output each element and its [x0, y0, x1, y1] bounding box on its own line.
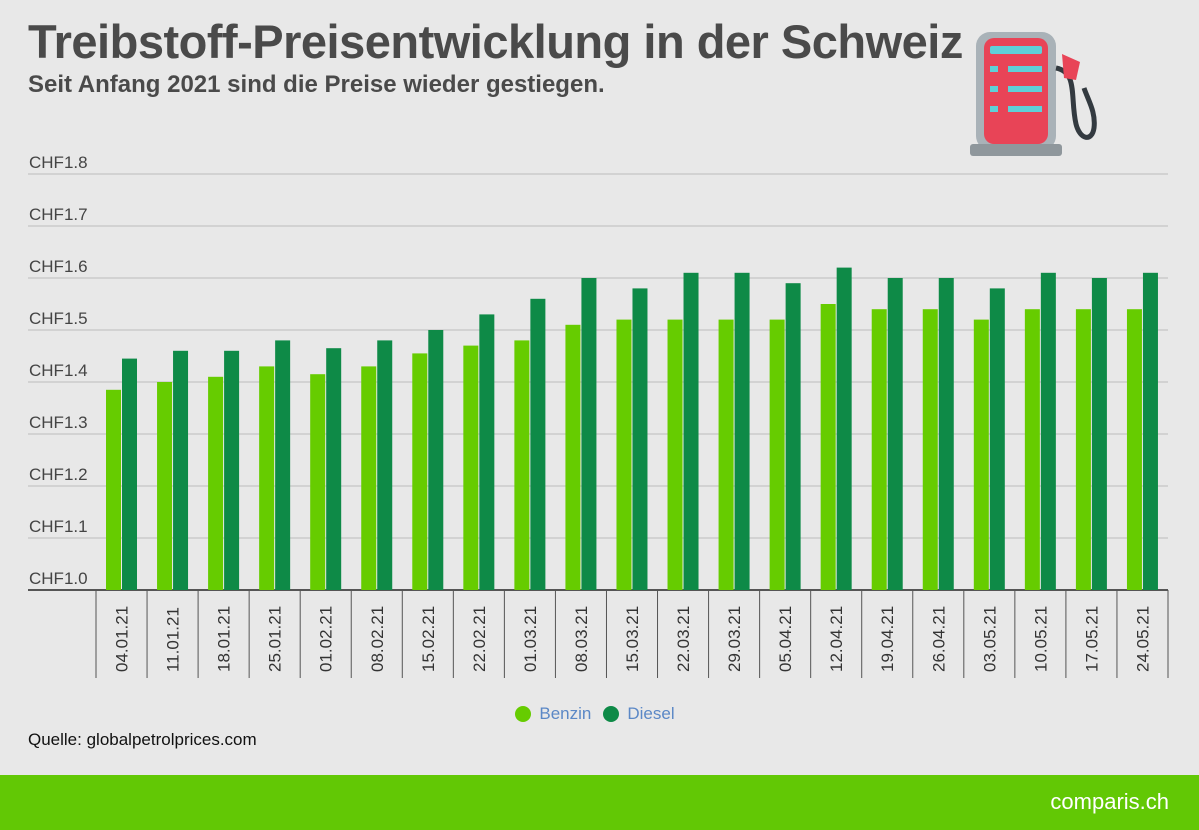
- bar-diesel: [836, 267, 852, 590]
- bar-diesel: [428, 330, 444, 590]
- chart-title: Treibstoff-Preisentwicklung in der Schwe…: [28, 15, 963, 68]
- y-tick-label: CHF1.2: [29, 465, 88, 484]
- bar-benzin: [667, 319, 683, 590]
- fuel-pump-icon: [970, 32, 1097, 156]
- bar-benzin: [259, 366, 275, 590]
- bar-diesel: [122, 358, 137, 590]
- x-tick-label: 18.01.21: [215, 606, 234, 672]
- y-tick-label: CHF1.5: [29, 309, 88, 328]
- legend-item-benzin: Benzin: [515, 704, 591, 724]
- legend-item-diesel: Diesel: [603, 704, 675, 724]
- bar-diesel: [581, 278, 597, 590]
- x-tick-label: 15.03.21: [623, 606, 642, 672]
- bar-diesel: [887, 278, 903, 590]
- bar-diesel: [734, 272, 750, 590]
- bar-benzin: [922, 309, 938, 590]
- x-tick-label: 15.02.21: [419, 606, 438, 672]
- source-note: Quelle: globalpetrolprices.com: [28, 730, 257, 749]
- x-tick-label: 05.04.21: [776, 606, 795, 672]
- chart: CHF1.0 CHF1.1 CHF1.2 CHF1.3 CHF1.4 CHF1.5 CHF1…: [28, 153, 1169, 678]
- bar-diesel: [989, 288, 1005, 590]
- bar-diesel: [1142, 272, 1158, 590]
- bar-benzin: [871, 309, 887, 590]
- bar-diesel: [1040, 272, 1056, 590]
- legend-label-diesel: Diesel: [627, 704, 675, 723]
- bar-benzin: [310, 374, 326, 590]
- legend-label-benzin: Benzin: [539, 704, 592, 723]
- bar-diesel: [377, 340, 393, 590]
- bar-benzin: [820, 304, 836, 590]
- bar-benzin: [973, 319, 989, 590]
- y-tick-label: CHF1.4: [29, 361, 88, 380]
- bar-benzin: [565, 324, 581, 590]
- x-tick-label: 01.03.21: [521, 606, 540, 672]
- bar-benzin: [157, 382, 173, 590]
- y-tick-label: CHF1.8: [29, 153, 88, 172]
- bar-diesel: [1091, 278, 1107, 590]
- x-tick-label: 17.05.21: [1082, 606, 1101, 672]
- legend-dot-diesel: [603, 706, 620, 722]
- legend-dot-benzin: [515, 706, 532, 722]
- x-tick-label: 10.05.21: [1031, 606, 1050, 672]
- x-tick-label: 08.02.21: [368, 606, 387, 672]
- bar-benzin: [514, 340, 530, 590]
- bar-benzin: [361, 366, 377, 590]
- y-tick-label: CHF1.3: [29, 413, 88, 432]
- bar-benzin: [412, 353, 428, 590]
- brand-logo: comparis.ch: [1050, 789, 1169, 814]
- bar-benzin: [1024, 309, 1040, 590]
- bar-diesel: [530, 298, 546, 590]
- y-tick-label: CHF1.7: [29, 205, 88, 224]
- y-tick-label: CHF1.6: [29, 257, 88, 276]
- x-tick-label: 12.04.21: [827, 606, 846, 672]
- legend: Benzin Diesel: [0, 704, 1190, 724]
- x-tick-label: 01.02.21: [317, 606, 336, 672]
- bar-diesel: [938, 278, 954, 590]
- x-tick-label: 11.01.21: [164, 607, 183, 672]
- x-tick-label: 26.04.21: [929, 606, 948, 672]
- bar-benzin: [718, 319, 734, 590]
- x-tick-label: 29.03.21: [725, 606, 744, 672]
- bar-diesel: [173, 350, 189, 590]
- bar-diesel: [479, 314, 495, 590]
- chart-subtitle: Seit Anfang 2021 sind die Preise wieder …: [28, 71, 605, 98]
- x-tick-label: 19.04.21: [878, 606, 897, 672]
- bar-diesel: [683, 272, 699, 590]
- bar-benzin: [208, 376, 224, 590]
- x-tick-label: 03.05.21: [980, 606, 999, 672]
- footer-bar: comparis.ch: [0, 775, 1199, 830]
- y-tick-label: CHF1.1: [29, 517, 88, 536]
- x-tick-label: 24.05.21: [1133, 606, 1152, 672]
- bar-benzin: [1126, 309, 1142, 590]
- x-tick-label: 22.03.21: [674, 606, 693, 672]
- bar-diesel: [326, 348, 342, 590]
- bar-benzin: [616, 319, 632, 590]
- bar-benzin: [106, 389, 121, 590]
- bar-diesel: [224, 350, 240, 590]
- bar-diesel: [275, 340, 291, 590]
- bar-diesel: [632, 288, 648, 590]
- x-tick-label: 25.01.21: [266, 606, 285, 672]
- bar-diesel: [785, 283, 801, 590]
- bar-benzin: [769, 319, 785, 590]
- x-tick-label: 04.01.21: [113, 606, 132, 672]
- x-tick-label: 22.02.21: [470, 606, 489, 672]
- x-tick-label: 08.03.21: [572, 606, 591, 672]
- y-tick-label: CHF1.0: [29, 569, 88, 588]
- bar-benzin: [1075, 309, 1091, 590]
- bar-benzin: [463, 345, 479, 590]
